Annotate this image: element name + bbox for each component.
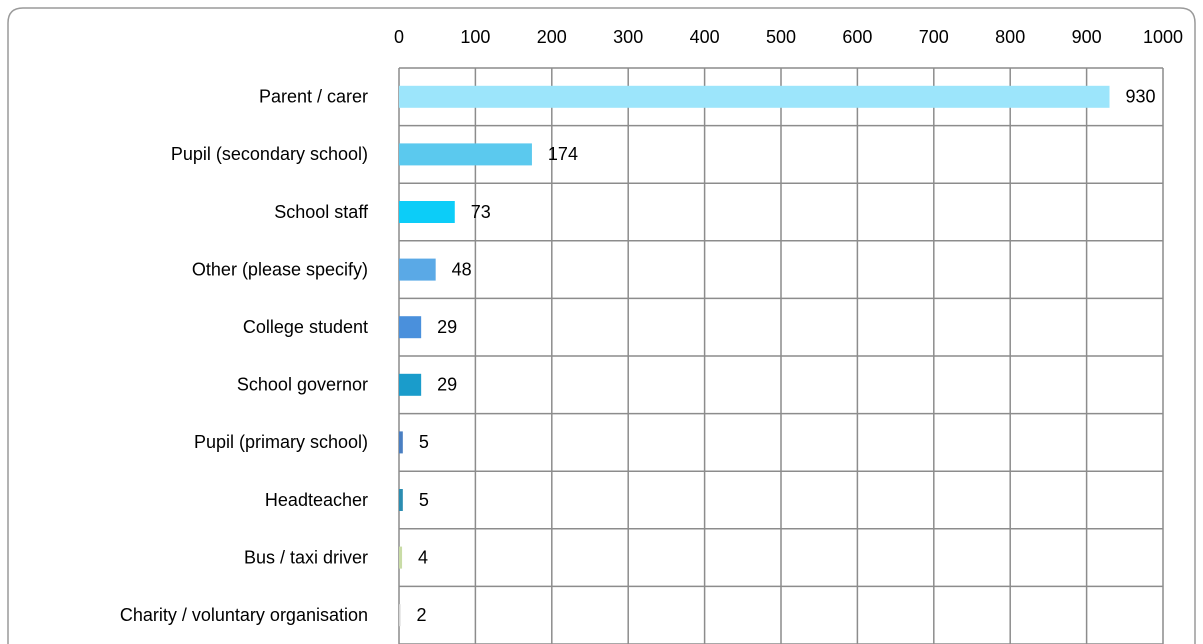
x-tick-label: 600 bbox=[842, 27, 872, 47]
y-tick-label: Headteacher bbox=[265, 490, 368, 510]
x-tick-label: 0 bbox=[394, 27, 404, 47]
bar bbox=[399, 546, 403, 569]
bar bbox=[399, 431, 403, 454]
x-tick-label: 200 bbox=[537, 27, 567, 47]
y-tick-label: Parent / carer bbox=[259, 87, 368, 107]
x-tick-label: 800 bbox=[995, 27, 1025, 47]
x-tick-label: 700 bbox=[919, 27, 949, 47]
bar bbox=[399, 604, 401, 627]
value-label: 29 bbox=[437, 317, 457, 337]
value-label: 174 bbox=[548, 144, 578, 164]
x-tick-label: 900 bbox=[1072, 27, 1102, 47]
value-label: 5 bbox=[419, 490, 429, 510]
y-tick-label: Pupil (secondary school) bbox=[171, 144, 368, 164]
bar bbox=[399, 143, 532, 166]
y-tick-label: School staff bbox=[274, 202, 369, 222]
y-tick-label: Charity / voluntary organisation bbox=[120, 605, 368, 625]
bar bbox=[399, 85, 1110, 108]
value-label: 930 bbox=[1126, 87, 1156, 107]
x-tick-label: 1000 bbox=[1143, 27, 1183, 47]
bar bbox=[399, 316, 422, 339]
bar bbox=[399, 489, 403, 511]
value-label: 4 bbox=[418, 547, 428, 567]
value-label: 5 bbox=[419, 432, 429, 452]
value-label: 2 bbox=[417, 605, 427, 625]
x-tick-label: 400 bbox=[690, 27, 720, 47]
y-tick-label: School governor bbox=[237, 375, 368, 395]
value-label: 48 bbox=[452, 259, 472, 279]
x-tick-label: 500 bbox=[766, 27, 796, 47]
value-label: 29 bbox=[437, 375, 457, 395]
bar bbox=[399, 258, 436, 281]
y-tick-label: Other (please specify) bbox=[192, 259, 368, 279]
y-tick-label: College student bbox=[243, 317, 368, 337]
y-tick-label: Bus / taxi driver bbox=[244, 547, 368, 567]
x-tick-label: 100 bbox=[460, 27, 490, 47]
value-label: 73 bbox=[471, 202, 491, 222]
bar bbox=[399, 373, 422, 396]
chart-frame bbox=[7, 7, 1196, 644]
y-tick-label: Pupil (primary school) bbox=[194, 432, 368, 452]
x-tick-label: 300 bbox=[613, 27, 643, 47]
bar bbox=[399, 201, 455, 223]
